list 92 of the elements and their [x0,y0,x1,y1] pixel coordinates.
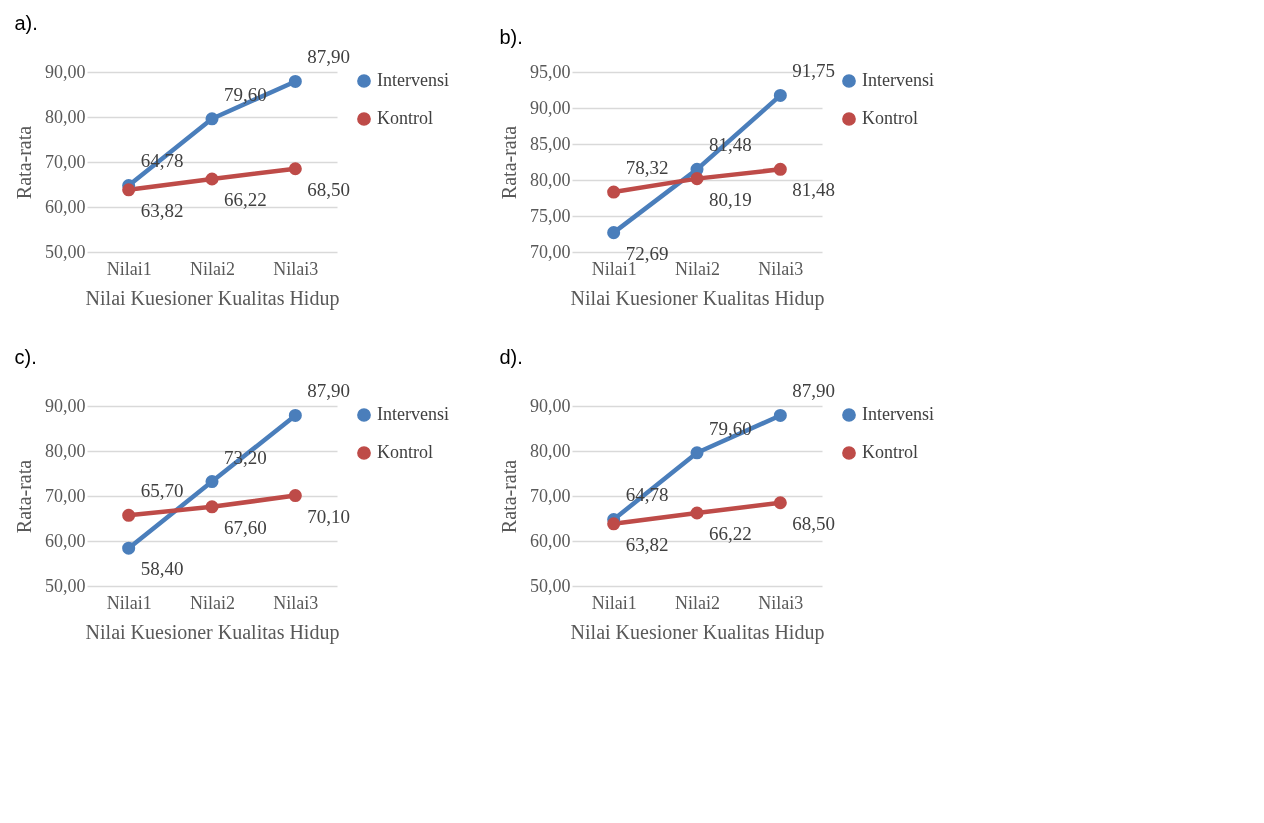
data-label: 79,60 [224,83,267,105]
x-tick-label: Nilai2 [190,592,235,613]
point [773,496,787,510]
legend-label: Kontrol [377,108,433,128]
data-label: 87,90 [792,380,836,402]
point [690,506,704,520]
chart-title: a). [14,12,38,35]
legend-label: Intervensi [862,70,934,90]
legend-label: Intervensi [862,404,934,424]
y-tick-label: 80,00 [530,169,571,190]
x-tick-label: Nilai2 [190,258,235,279]
x-tick-label: Nilai1 [591,592,637,613]
point [288,74,302,88]
y-tick-label: 70,00 [45,151,86,172]
point [122,183,136,197]
data-label: 91,75 [792,60,836,82]
x-tick-label: Nilai2 [675,258,720,279]
y-tick-label: 85,00 [530,133,571,154]
y-tick-label: 80,00 [45,440,86,461]
x-tick-label: Nilai3 [758,592,804,613]
y-tick-label: 70,00 [45,485,86,506]
legend-label: Intervensi [377,404,449,424]
data-label: 70,10 [307,505,351,527]
point [288,489,302,503]
y-tick-label: 80,00 [45,106,86,127]
y-axis-title: Rata-rata [498,125,520,200]
point [690,446,704,460]
data-label: 81,48 [792,179,836,201]
data-label: 65,70 [140,480,184,502]
x-tick-label: Nilai3 [273,592,319,613]
point [773,88,787,102]
legend-label: Kontrol [377,442,433,462]
point [205,112,219,126]
data-label: 58,40 [140,558,184,580]
x-tick-label: Nilai1 [106,592,152,613]
data-label: 66,22 [224,189,267,211]
x-tick-label: Nilai2 [675,592,720,613]
x-axis-title: Nilai Kuesioner Kualitas Hidup [570,620,825,644]
y-tick-label: 50,00 [45,241,86,262]
y-tick-label: 70,00 [530,241,571,262]
y-tick-label: 60,00 [45,530,86,551]
x-axis-title: Nilai Kuesioner Kualitas Hidup [85,286,340,310]
y-tick-label: 80,00 [530,440,571,461]
data-label: 80,19 [709,188,752,210]
data-label: 79,60 [709,417,752,439]
x-tick-label: Nilai3 [273,258,319,279]
point [205,172,219,186]
y-tick-label: 50,00 [45,575,86,596]
point [288,408,302,422]
data-label: 68,50 [307,178,351,200]
x-tick-label: Nilai1 [106,258,152,279]
y-tick-label: 90,00 [45,61,86,82]
data-label: 87,90 [307,380,351,402]
y-tick-label: 90,00 [45,395,86,416]
y-tick-label: 60,00 [45,196,86,217]
point [773,162,787,176]
point [690,172,704,186]
point [122,541,136,555]
chart-title: b). [499,26,523,49]
y-tick-label: 70,00 [530,485,571,506]
data-label: 66,22 [709,523,752,545]
data-label: 63,82 [625,533,669,555]
chart-title: d). [499,346,523,369]
point [607,226,621,240]
chart-title: c). [14,346,37,369]
x-axis-title: Nilai Kuesioner Kualitas Hidup [85,620,340,644]
legend-label: Intervensi [377,70,449,90]
data-label: 63,82 [140,199,184,221]
point [122,508,136,522]
x-tick-label: Nilai3 [758,258,804,279]
y-tick-label: 60,00 [530,530,571,551]
point [205,500,219,514]
y-axis-title: Rata-rata [498,459,520,534]
legend-label: Kontrol [862,442,918,462]
y-tick-label: 95,00 [530,61,571,82]
point [773,408,787,422]
x-axis-title: Nilai Kuesioner Kualitas Hidup [570,286,825,310]
data-label: 68,50 [792,512,836,534]
data-label: 78,32 [625,157,669,179]
data-label: 87,90 [307,46,351,68]
point [607,185,621,199]
data-label: 67,60 [224,516,267,538]
legend-label: Kontrol [862,108,918,128]
y-tick-label: 75,00 [530,205,571,226]
y-tick-label: 90,00 [530,97,571,118]
y-axis-title: Rata-rata [13,459,35,534]
point [607,517,621,531]
y-tick-label: 90,00 [530,395,571,416]
y-tick-label: 50,00 [530,575,571,596]
point [205,475,219,489]
point [288,162,302,176]
y-axis-title: Rata-rata [13,125,35,200]
